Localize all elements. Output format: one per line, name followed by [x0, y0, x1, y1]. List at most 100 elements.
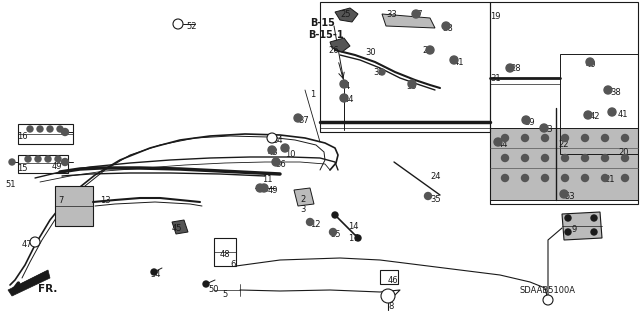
Circle shape — [260, 184, 268, 192]
Circle shape — [281, 144, 289, 152]
Circle shape — [582, 135, 589, 142]
Text: 46: 46 — [388, 276, 399, 285]
Bar — [18, 124, 73, 144]
Text: 6: 6 — [230, 260, 236, 269]
Polygon shape — [330, 38, 350, 52]
Text: 48: 48 — [220, 250, 230, 259]
Text: 32: 32 — [373, 68, 383, 77]
Circle shape — [450, 56, 458, 64]
Text: B-15: B-15 — [310, 18, 335, 28]
Text: 43: 43 — [268, 148, 278, 157]
Text: B-15-1: B-15-1 — [308, 30, 344, 40]
Text: 39: 39 — [406, 82, 417, 91]
Circle shape — [541, 135, 548, 142]
Text: 16: 16 — [17, 132, 28, 141]
Circle shape — [608, 108, 616, 116]
Polygon shape — [294, 188, 314, 206]
Text: 53: 53 — [564, 192, 575, 201]
Polygon shape — [382, 14, 435, 28]
Text: 52: 52 — [186, 22, 196, 31]
Text: 54: 54 — [150, 270, 161, 279]
Circle shape — [586, 58, 594, 66]
Text: 23: 23 — [542, 125, 552, 134]
Text: 35: 35 — [430, 195, 440, 204]
Circle shape — [621, 135, 628, 142]
Circle shape — [602, 174, 609, 182]
Circle shape — [55, 156, 61, 162]
Text: 25: 25 — [340, 10, 351, 19]
Text: 49: 49 — [52, 162, 63, 171]
Circle shape — [540, 124, 548, 132]
Circle shape — [379, 69, 385, 75]
Circle shape — [604, 86, 612, 94]
Circle shape — [621, 154, 628, 161]
Circle shape — [565, 215, 571, 221]
Circle shape — [442, 22, 450, 30]
Text: 55: 55 — [330, 230, 340, 239]
Text: 20: 20 — [618, 148, 628, 157]
Polygon shape — [490, 128, 638, 200]
Circle shape — [502, 135, 509, 142]
Polygon shape — [172, 220, 188, 234]
Text: 15: 15 — [17, 164, 28, 173]
Text: 29: 29 — [422, 46, 433, 55]
Circle shape — [340, 94, 348, 102]
Text: FR.: FR. — [38, 284, 58, 294]
Text: 19: 19 — [490, 12, 500, 21]
Circle shape — [412, 10, 420, 18]
Circle shape — [522, 154, 529, 161]
Text: 4: 4 — [345, 82, 350, 91]
Circle shape — [502, 154, 509, 161]
Circle shape — [340, 80, 348, 88]
Text: 2: 2 — [300, 195, 305, 204]
Circle shape — [602, 135, 609, 142]
Circle shape — [37, 126, 43, 132]
Circle shape — [424, 192, 431, 199]
Text: 41: 41 — [454, 58, 465, 67]
Text: 45: 45 — [172, 224, 182, 233]
Circle shape — [35, 156, 41, 162]
Circle shape — [30, 237, 40, 247]
Circle shape — [582, 174, 589, 182]
Text: 49: 49 — [268, 186, 278, 195]
Text: 37: 37 — [298, 116, 308, 125]
Text: 51: 51 — [5, 180, 15, 189]
Bar — [560, 54, 638, 154]
Text: 38: 38 — [610, 88, 621, 97]
Bar — [380, 270, 398, 284]
Bar — [490, 2, 638, 204]
Text: 28: 28 — [510, 64, 520, 73]
Circle shape — [541, 174, 548, 182]
Text: 7: 7 — [58, 196, 63, 205]
Circle shape — [61, 159, 68, 166]
Text: 30: 30 — [365, 48, 376, 57]
Circle shape — [621, 174, 628, 182]
Circle shape — [25, 156, 31, 162]
Text: SDAAB5100A: SDAAB5100A — [520, 286, 576, 295]
Circle shape — [307, 219, 314, 226]
Circle shape — [560, 190, 568, 198]
Circle shape — [561, 174, 568, 182]
Circle shape — [522, 174, 529, 182]
Text: 39: 39 — [524, 118, 534, 127]
Circle shape — [602, 154, 609, 161]
Circle shape — [426, 46, 434, 54]
Circle shape — [591, 229, 597, 235]
Text: 27: 27 — [412, 10, 422, 19]
Circle shape — [268, 146, 276, 154]
Text: 42: 42 — [590, 112, 600, 121]
Bar — [214, 238, 236, 266]
Circle shape — [47, 126, 53, 132]
Circle shape — [506, 64, 514, 72]
Text: 36: 36 — [275, 160, 285, 169]
Text: 18: 18 — [258, 185, 269, 194]
Text: 40: 40 — [586, 60, 596, 69]
Circle shape — [27, 126, 33, 132]
Circle shape — [408, 80, 416, 88]
Circle shape — [561, 154, 568, 161]
Circle shape — [502, 174, 509, 182]
Circle shape — [272, 158, 280, 166]
Circle shape — [203, 281, 209, 287]
Circle shape — [522, 135, 529, 142]
Text: 8: 8 — [388, 302, 394, 311]
